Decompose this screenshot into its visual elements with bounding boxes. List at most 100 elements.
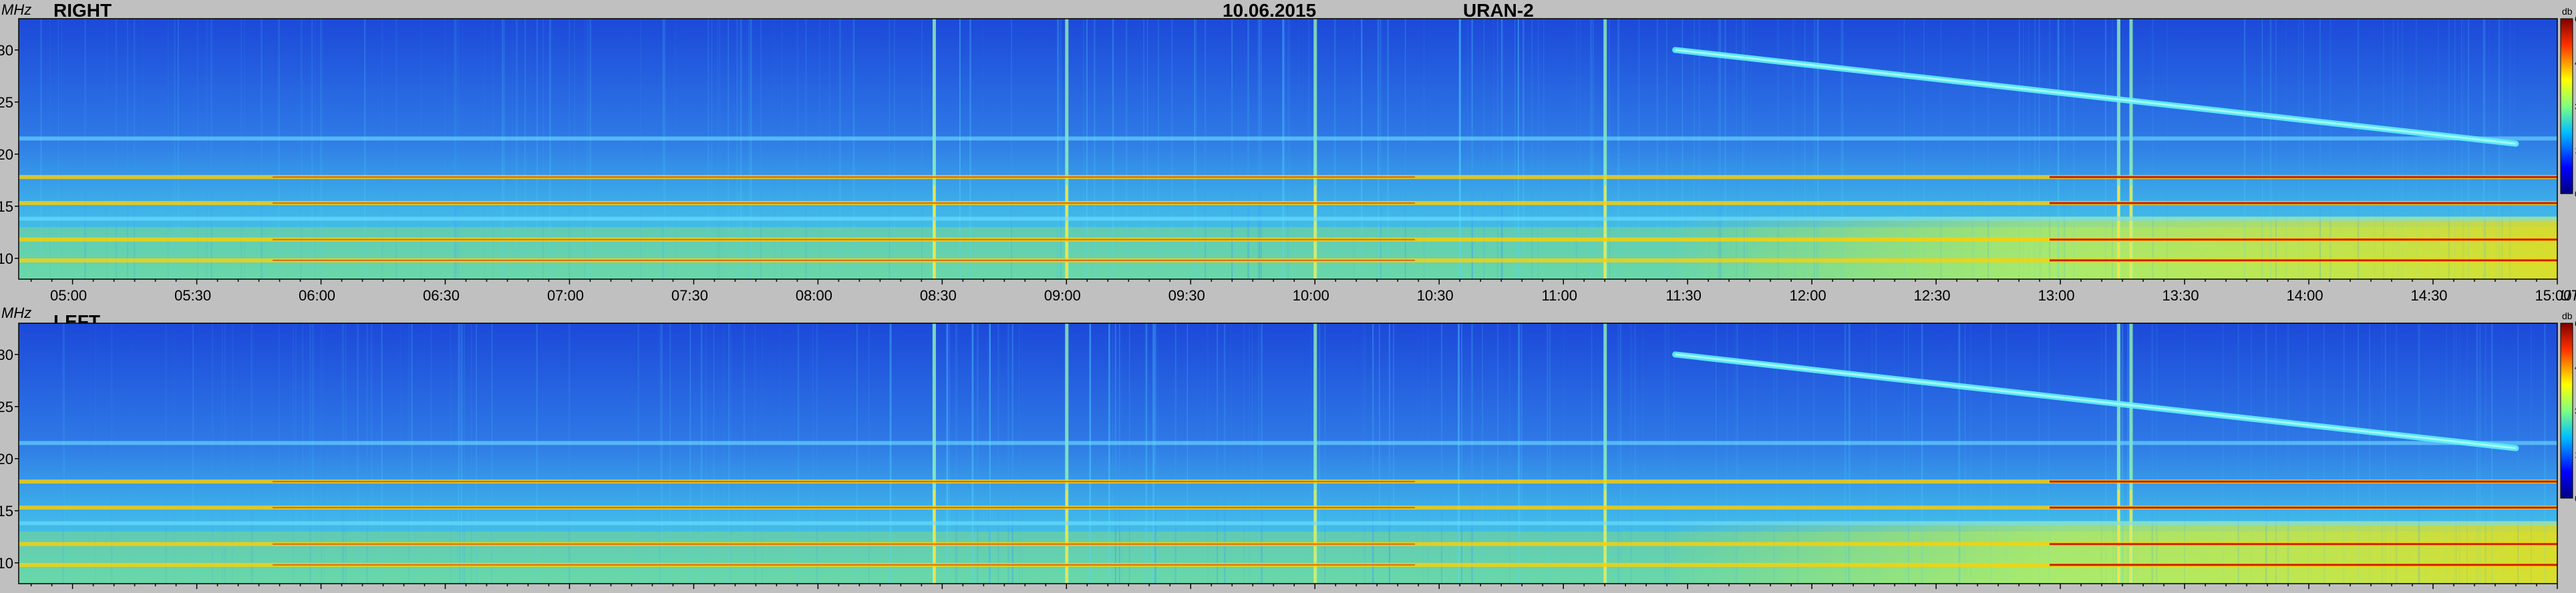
- rfi-streak: [1361, 19, 1363, 279]
- rfi-streak: [1422, 323, 1424, 584]
- rfi-streak: [2467, 19, 2470, 279]
- rfi-streak: [589, 19, 591, 279]
- rfi-streak: [167, 19, 169, 279]
- rfi-streak: [1575, 19, 1577, 279]
- rfi-streak: [839, 19, 841, 279]
- colorbar-label: db: [2562, 6, 2573, 17]
- rfi-streak: [2454, 19, 2456, 279]
- rfi-streak: [323, 323, 325, 584]
- rfi-streak: [1665, 19, 1667, 279]
- rfi-streak: [1736, 19, 1738, 279]
- rfi-streak: [1609, 19, 1611, 279]
- rfi-streak: [2243, 19, 2246, 279]
- rfi-streak: [812, 323, 814, 584]
- x-tick-label: 09:00: [1044, 592, 1081, 593]
- rfi-streak: [1591, 323, 1593, 584]
- rfi-streak: [1251, 323, 1253, 584]
- rfi-streak: [1440, 323, 1443, 584]
- rfi-streak: [2018, 19, 2020, 279]
- rfi-streak: [2392, 19, 2394, 279]
- rfi-streak: [1709, 19, 1710, 279]
- x-tick-label: 13:00: [2038, 592, 2075, 593]
- rfi-streak: [1543, 19, 1545, 279]
- rfi-streak: [1458, 323, 1460, 584]
- rfi-streak: [2323, 323, 2326, 584]
- rfi-streak: [1467, 19, 1468, 279]
- vertical-burst-core: [2117, 185, 2120, 279]
- rfi-streak: [2437, 19, 2439, 279]
- rfi-streak: [663, 19, 665, 279]
- rfi-streak: [476, 323, 477, 584]
- rfi-streak: [705, 323, 707, 584]
- rfi-streak: [1158, 19, 1159, 279]
- rfi-streak: [1500, 19, 1503, 279]
- rfi-streak: [2466, 323, 2468, 584]
- rfi-streak: [549, 19, 551, 279]
- x-tick-label: 14:30: [2410, 592, 2447, 593]
- rfi-streak: [1224, 323, 1225, 584]
- rfi-streak: [1719, 19, 1721, 279]
- rfi-streak: [320, 19, 322, 279]
- rfi-streak: [1225, 323, 1227, 584]
- rfi-streak: [1634, 323, 1636, 584]
- rfi-streak: [1297, 19, 1299, 279]
- rfi-streak: [2384, 323, 2386, 584]
- rfi-streak: [1380, 19, 1382, 279]
- rfi-streak: [805, 19, 807, 279]
- rfi-streak: [718, 19, 721, 279]
- rfi-streak: [1848, 323, 1850, 584]
- rfi-streak: [1754, 323, 1755, 584]
- rfi-streak: [1376, 19, 1378, 279]
- x-tick-label: 07:30: [671, 287, 708, 304]
- y-tick-label: 20: [0, 451, 13, 467]
- afternoon-warm-region: [19, 521, 2557, 584]
- rfi-streak: [491, 323, 492, 584]
- rfi-streak: [251, 323, 253, 584]
- rfi-streak: [1875, 323, 1877, 584]
- rfi-streak: [1112, 323, 1114, 584]
- rfi-streak: [2418, 323, 2419, 584]
- colorbar-tick-label: 0: [2575, 493, 2576, 504]
- rfi-streak: [1171, 19, 1173, 279]
- rfi-streak: [2448, 19, 2450, 279]
- x-tick-label: 10:00: [1293, 592, 1329, 593]
- rfi-streak: [1531, 19, 1533, 279]
- plot-frame: [18, 323, 2558, 584]
- colorbar-tick-label: 60: [2575, 319, 2576, 329]
- rfi-streak: [1718, 19, 1720, 279]
- rfi-streak: [1247, 19, 1249, 279]
- vertical-burst-core: [2130, 489, 2132, 584]
- rfi-streak: [2323, 323, 2325, 584]
- rfi-streak: [1990, 323, 1992, 584]
- rfi-streak: [1353, 323, 1355, 584]
- rfi-streak: [852, 19, 854, 279]
- x-tick-label: 07:00: [547, 592, 584, 593]
- rfi-streak: [2455, 323, 2457, 584]
- rfi-streak: [748, 19, 750, 279]
- rfi-streak: [1154, 323, 1156, 584]
- rfi-streak: [40, 19, 42, 279]
- x-tick-label: 06:30: [423, 287, 460, 304]
- rfi-streak: [1496, 19, 1498, 279]
- rfi-streak: [2126, 323, 2129, 584]
- x-tick-label: 13:30: [2162, 287, 2199, 304]
- rfi-streak: [1060, 19, 1062, 279]
- rfi-streak: [1549, 323, 1551, 584]
- rfi-streak: [1404, 19, 1406, 279]
- rfi-streak: [829, 19, 830, 279]
- rfi-streak: [206, 19, 208, 279]
- rfi-streak: [889, 323, 892, 584]
- rfi-streak: [856, 323, 858, 584]
- rfi-streak: [133, 19, 136, 279]
- rfi-streak: [1547, 323, 1549, 584]
- rfi-streak: [1842, 19, 1844, 279]
- rfi-streak: [1848, 323, 1850, 584]
- rfi-streak: [115, 19, 118, 279]
- rfi-streak: [663, 19, 665, 279]
- rfi-streak: [2034, 19, 2036, 279]
- rfi-streak: [1520, 323, 1522, 584]
- x-tick-label: 15:00: [2535, 287, 2571, 304]
- rfi-streak: [662, 19, 664, 279]
- rfi-streak: [2462, 19, 2464, 279]
- x-tick-label: 14:00: [2287, 592, 2323, 593]
